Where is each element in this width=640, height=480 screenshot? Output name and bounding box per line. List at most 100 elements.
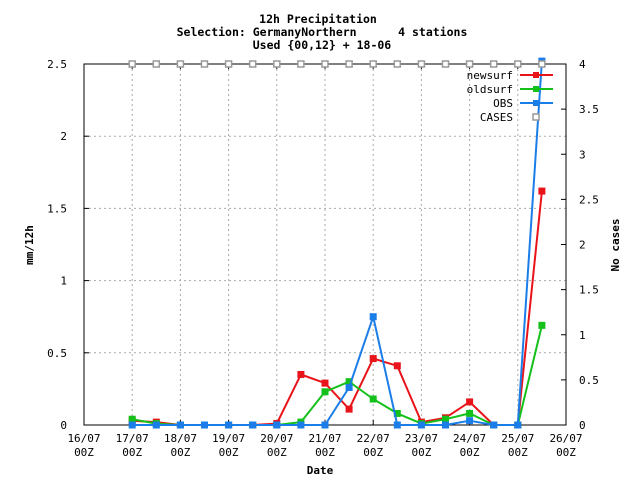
data-point-obs [128, 421, 136, 429]
legend-label-cases: CASES [480, 111, 513, 124]
data-point-cases [489, 60, 498, 68]
data-point-newsurf [345, 405, 353, 413]
data-point-obs [176, 421, 184, 429]
x-tick-label-date: 22/07 [357, 432, 390, 445]
y-tick-label: 2 [60, 130, 67, 143]
data-point-cases [465, 60, 474, 68]
axis-ticks: 16/0700Z17/0700Z18/0700Z19/0700Z20/0700Z… [47, 58, 599, 459]
y2-tick-label: 0 [579, 419, 586, 432]
data-point-newsurf [369, 355, 377, 363]
x-axis-label: Date [307, 464, 334, 477]
data-point-cases [224, 60, 233, 68]
series-layer [128, 57, 546, 429]
data-point-cases [176, 60, 185, 68]
data-point-newsurf [466, 398, 474, 406]
x-tick-label-date: 24/07 [453, 432, 486, 445]
y2-tick-label: 0.5 [579, 374, 599, 387]
data-point-oldsurf [321, 388, 329, 396]
data-point-cases [369, 60, 377, 68]
y2-tick-label: 3.5 [579, 103, 599, 116]
x-tick-label-hour: 00Z [411, 446, 431, 459]
data-point-cases [297, 60, 305, 68]
data-point-oldsurf [442, 415, 449, 423]
data-point-cases [321, 60, 329, 68]
y-tick-label: 2.5 [47, 58, 67, 71]
x-tick-label-hour: 00Z [315, 446, 335, 459]
x-tick-label-hour: 00Z [508, 446, 528, 459]
data-point-obs [442, 421, 449, 429]
data-point-oldsurf [369, 395, 377, 403]
x-tick-label-date: 18/07 [164, 432, 197, 445]
chart-subtitle-line-1: Selection: GermanyNorthern 4 stations [177, 25, 468, 39]
x-tick-label-date: 23/07 [405, 432, 438, 445]
data-point-obs [466, 417, 474, 425]
data-point-oldsurf [538, 321, 546, 329]
data-point-obs [393, 421, 401, 429]
data-point-obs [345, 383, 353, 391]
y-tick-label: 0 [60, 419, 67, 432]
x-tick-label-hour: 00Z [170, 446, 190, 459]
x-tick-label-hour: 00Z [122, 446, 142, 459]
x-tick-label-date: 21/07 [308, 432, 341, 445]
x-tick-label-hour: 00Z [219, 446, 239, 459]
data-point-cases [538, 60, 546, 68]
data-point-obs [321, 421, 329, 429]
x-tick-label-date: 20/07 [260, 432, 293, 445]
y2-tick-label: 4 [579, 58, 586, 71]
legend-label-newsurf: newsurf [467, 69, 513, 82]
data-point-obs [152, 421, 160, 429]
chart-subtitle-line-2: Used {00,12} + 18-06 [253, 38, 392, 52]
data-point-newsurf [538, 187, 546, 195]
y-tick-label: 0.5 [47, 347, 67, 360]
y2-tick-label: 2 [579, 239, 586, 252]
data-point-obs [417, 421, 425, 429]
x-tick-label-hour: 00Z [556, 446, 576, 459]
data-point-obs [369, 313, 377, 321]
data-point-cases [200, 60, 209, 68]
x-tick-label-date: 17/07 [116, 432, 149, 445]
data-point-cases [393, 60, 402, 68]
y-tick-label: 1.5 [47, 202, 67, 215]
x-tick-label-date: 16/07 [67, 432, 100, 445]
data-point-cases [273, 60, 281, 68]
y2-tick-label: 3 [579, 148, 586, 161]
x-tick-label-date: 26/07 [549, 432, 582, 445]
data-point-cases [441, 60, 450, 68]
legend-marker-obs [533, 100, 539, 106]
data-point-obs [225, 421, 233, 429]
grid [84, 64, 566, 425]
data-point-obs [201, 421, 208, 429]
x-tick-label-hour: 00Z [74, 446, 94, 459]
x-tick-label-date: 25/07 [501, 432, 534, 445]
y2-tick-label: 1.5 [579, 284, 599, 297]
x-tick-label-date: 19/07 [212, 432, 245, 445]
data-point-cases [514, 60, 522, 68]
data-point-cases [128, 60, 136, 68]
series-line-obs [132, 61, 543, 426]
x-tick-label-hour: 00Z [460, 446, 480, 459]
legend-label-oldsurf: oldsurf [467, 83, 513, 96]
x-tick-label-hour: 00Z [267, 446, 287, 459]
y2-axis-label: No cases [609, 219, 622, 272]
x-tick-label-hour: 00Z [363, 446, 383, 459]
data-point-obs [249, 421, 257, 429]
data-point-obs [273, 421, 281, 429]
chart-title: 12h Precipitation [259, 12, 377, 26]
data-point-newsurf [297, 370, 305, 378]
data-point-oldsurf [466, 409, 474, 417]
data-point-obs [490, 421, 498, 429]
data-point-cases [248, 60, 257, 68]
data-point-cases [345, 60, 353, 68]
data-point-cases [152, 60, 161, 68]
y-axis-label: mm/12h [23, 225, 36, 265]
data-point-cases [417, 60, 426, 68]
y2-tick-label: 2.5 [579, 193, 599, 206]
y2-tick-label: 1 [579, 329, 586, 342]
data-point-newsurf [393, 362, 401, 370]
y-tick-label: 1 [60, 275, 67, 288]
data-point-oldsurf [128, 415, 136, 423]
legend-marker-oldsurf [533, 86, 539, 92]
data-point-obs [297, 421, 305, 429]
